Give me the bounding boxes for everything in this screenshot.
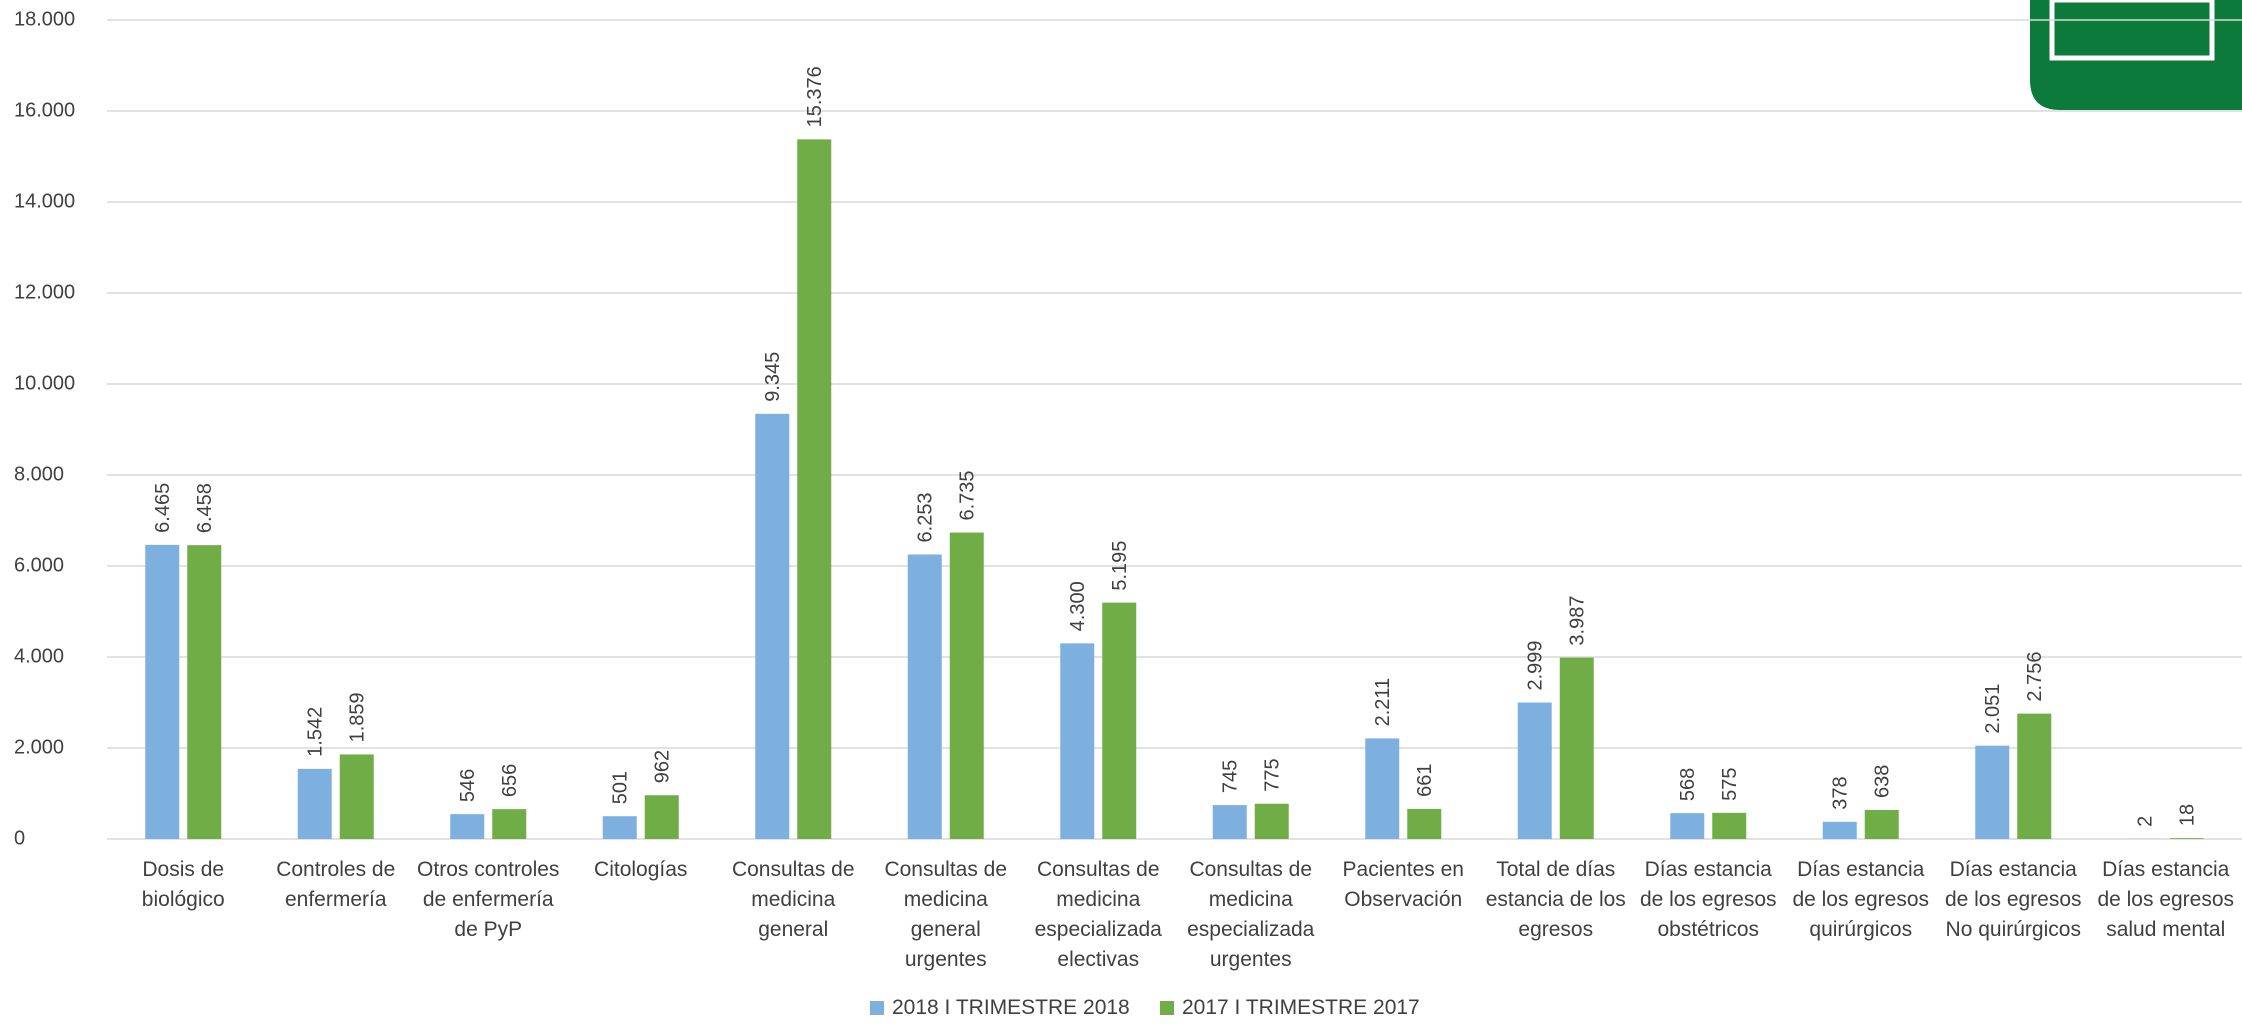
bar [1822, 821, 1857, 839]
value-label: 6.465 [152, 483, 174, 533]
logo-icon [2049, 0, 2215, 61]
y-tick-label: 18.000 [14, 8, 75, 30]
value-label: 9.345 [762, 352, 784, 402]
bar [1254, 803, 1289, 839]
x-tick-label: Consultas de medicina general urgentes [884, 858, 1008, 971]
bar [1407, 808, 1442, 839]
value-label: 2 [2135, 816, 2157, 827]
value-label: 638 [1872, 765, 1894, 798]
value-label: 575 [1719, 767, 1741, 800]
x-tick-label: Días estancia de los egresos obstétricos [1639, 858, 1777, 941]
y-tick-label: 6.000 [14, 554, 64, 576]
x-tick-label: Total de días estancia de los egresos [1485, 858, 1626, 941]
value-label: 5.195 [1109, 541, 1131, 591]
legend-item: 2017 I TRIMESTRE 2017 [1160, 996, 1420, 1020]
bar [1212, 805, 1247, 839]
value-label: 18 [2177, 804, 2199, 826]
x-tick-label: Consultas de medicina general [731, 858, 855, 941]
bar [949, 532, 984, 839]
value-label: 568 [1677, 768, 1699, 801]
legend-swatch [1160, 1001, 1174, 1015]
bar [1670, 813, 1705, 839]
bar [1864, 809, 1899, 839]
value-label: 378 [1830, 776, 1852, 809]
value-label: 2.999 [1525, 640, 1547, 690]
value-label: 745 [1220, 760, 1242, 793]
value-label: 656 [499, 764, 521, 797]
y-tick-label: 0 [14, 827, 25, 849]
bar [297, 768, 332, 839]
bar [1365, 738, 1400, 839]
value-label: 501 [610, 771, 632, 804]
x-tick-label: Citologías [594, 858, 688, 881]
y-tick-label: 8.000 [14, 463, 64, 485]
bar [1712, 812, 1747, 839]
bar [1517, 702, 1552, 839]
value-label: 775 [1262, 758, 1284, 791]
legend-swatch [870, 1001, 884, 1015]
bar [797, 139, 832, 840]
value-label: 15.376 [804, 66, 826, 127]
y-tick-label: 2.000 [14, 736, 64, 758]
bar [602, 816, 637, 839]
bar [339, 754, 374, 839]
bar [450, 814, 485, 839]
bar [145, 544, 180, 839]
x-tick-label: Otros controles de enfermería de PyP [417, 858, 560, 941]
x-tick-label: Días estancia de los egresos quirúrgicos [1792, 858, 1930, 941]
legend-item: 2018 I TRIMESTRE 2018 [870, 996, 1130, 1020]
value-label: 6.253 [915, 492, 937, 542]
legend-label: 2018 I TRIMESTRE 2018 [892, 996, 1130, 1019]
bar [1102, 602, 1137, 839]
bar [644, 795, 679, 839]
y-tick-label: 16.000 [14, 99, 75, 121]
value-label: 546 [457, 769, 479, 802]
legend-label: 2017 I TRIMESTRE 2017 [1182, 996, 1420, 1019]
bar [2017, 713, 2052, 839]
x-tick-label: Días estancia de los egresos No quirúrgi… [1944, 858, 2082, 941]
value-label: 2.211 [1372, 678, 1394, 727]
x-tick-label: Días estancia de los egresos salud menta… [2097, 858, 2235, 941]
value-label: 1.859 [347, 692, 369, 742]
x-tick-label: Consultas de medicina especializada elec… [1034, 858, 1162, 971]
value-label: 962 [652, 750, 674, 783]
value-label: 1.542 [305, 707, 327, 757]
bar [755, 413, 790, 839]
y-tick-label: 10.000 [14, 372, 75, 394]
x-tick-label: Dosis de biológico [141, 858, 225, 911]
value-label: 6.458 [194, 483, 216, 533]
value-label: 2.756 [2024, 652, 2046, 702]
y-tick-label: 12.000 [14, 281, 75, 303]
y-tick-label: 4.000 [14, 645, 64, 667]
value-label: 3.987 [1567, 596, 1589, 646]
x-tick-label: Consultas de medicina especializada urge… [1187, 858, 1315, 971]
logo [2030, 0, 2242, 110]
value-label: 661 [1414, 764, 1436, 797]
y-tick-label: 14.000 [14, 190, 75, 212]
bar [1559, 657, 1594, 839]
bar [187, 545, 222, 839]
value-label: 4.300 [1067, 581, 1089, 631]
value-label: 2.051 [1982, 684, 2004, 734]
bar [1975, 745, 2010, 839]
bar [907, 554, 942, 839]
bar [492, 809, 527, 839]
x-tick-label: Pacientes en Observación [1342, 858, 1464, 911]
bar [2169, 838, 2204, 839]
bar [1060, 643, 1095, 839]
value-label: 6.735 [957, 470, 979, 520]
x-tick-label: Controles de enfermería [276, 858, 396, 911]
